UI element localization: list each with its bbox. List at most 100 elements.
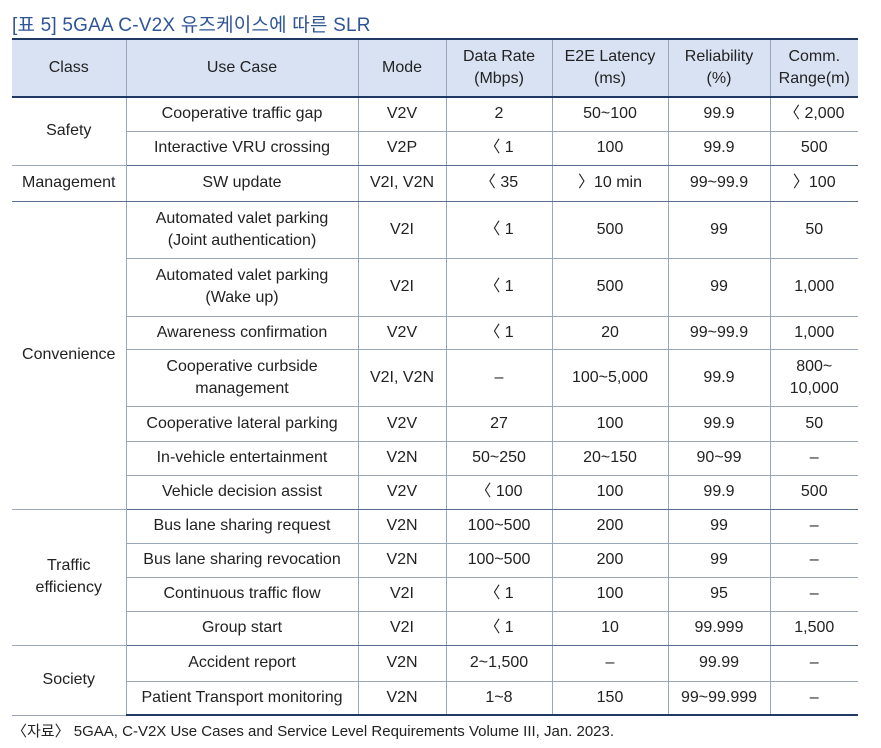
mode-cell: V2I, V2N — [357, 165, 446, 202]
latency-cell: 20~150 — [551, 441, 668, 476]
data-rate-cell: 〈 1 — [445, 201, 552, 259]
header-range: Comm. Range(m) — [769, 38, 858, 98]
mode-cell: V2I — [357, 577, 446, 612]
latency-cell: 150 — [551, 681, 668, 716]
use-case-cell: Patient Transport monitoring — [125, 681, 358, 716]
reliability-cell: 90~99 — [667, 441, 770, 476]
mode-cell: V2V — [357, 406, 446, 442]
data-rate-cell: 2~1,500 — [445, 645, 552, 682]
mode-cell: V2N — [357, 645, 446, 682]
header-data-rate: Data Rate (Mbps) — [445, 38, 552, 98]
mode-cell: V2I — [357, 201, 446, 259]
range-cell: 〉100 — [769, 165, 858, 202]
mode-cell: V2N — [357, 681, 446, 716]
table-row: Cooperative lateral parking V2V 27 100 99.9 5… — [12, 406, 858, 442]
table-row: Continuous traffic flow V2I 〈 1 100 95– — [12, 577, 858, 612]
mode-cell: V2I — [357, 258, 446, 317]
data-rate-cell: – — [445, 349, 552, 407]
range-cell: 1,000 — [769, 258, 858, 317]
latency-cell: 100 — [551, 131, 668, 166]
data-rate-cell: 50~250 — [445, 441, 552, 476]
use-case-cell: Group start — [125, 611, 358, 646]
reliability-cell: 99.9 — [667, 406, 770, 442]
range-cell: – — [769, 577, 858, 612]
range-cell: – — [769, 509, 858, 544]
table-row: Patient Transport monitoring V2N 1~8 150 99~… — [12, 681, 858, 716]
class-cell: Convenience — [12, 201, 126, 510]
range-cell: 50 — [769, 201, 858, 259]
range-cell: 1,500 — [769, 611, 858, 646]
latency-cell: 50~100 — [551, 97, 668, 132]
mode-cell: V2P — [357, 131, 446, 166]
table-body: Safety Cooperative traffic gap V2V 2 50~100 9… — [12, 97, 858, 716]
data-rate-cell: 〈 1 — [445, 258, 552, 317]
mode-cell: V2V — [357, 316, 446, 350]
range-cell: 1,000 — [769, 316, 858, 350]
use-case-cell: Awareness confirmation — [125, 316, 358, 350]
latency-cell: 10 — [551, 611, 668, 646]
data-rate-cell: 〈 35 — [445, 165, 552, 202]
table-row: Traffic efficiency Bus lane sharing reques… — [12, 509, 858, 646]
data-rate-cell: 100~500 — [445, 509, 552, 544]
use-case-cell: Cooperative curbside management — [125, 349, 358, 407]
data-rate-cell: 〈 1 — [445, 131, 552, 166]
mode-cell: V2N — [357, 543, 446, 578]
header-reliability: Reliability (%) — [667, 38, 770, 98]
table-header-row: Class Use Case Mode Data Rate (Mbps) E2E … — [12, 38, 858, 98]
use-case-cell: Continuous traffic flow — [125, 577, 358, 612]
latency-cell: 500 — [551, 201, 668, 259]
latency-cell: 200 — [551, 509, 668, 544]
class-cell: Management — [12, 165, 126, 202]
table-row: Cooperative curbside management V2I, V2N –1… — [12, 349, 858, 407]
range-cell: 800~ 10,000 — [769, 349, 858, 407]
range-cell: 50 — [769, 406, 858, 442]
table-row: Bus lane sharing revocation V2N 100~500 200… — [12, 543, 858, 578]
latency-cell: 〉10 min — [551, 165, 668, 202]
reliability-cell: 99.999 — [667, 611, 770, 646]
mode-cell: V2N — [357, 441, 446, 476]
use-case-cell: Interactive VRU crossing — [125, 131, 358, 166]
reliability-cell: 99.99 — [667, 645, 770, 682]
reliability-cell: 95 — [667, 577, 770, 612]
table-row: Group start V2I 〈 1 10 99.999 1,500 — [12, 611, 858, 646]
use-case-cell: Bus lane sharing request — [125, 509, 358, 544]
reliability-cell: 99.9 — [667, 475, 770, 510]
latency-cell: 100~5,000 — [551, 349, 668, 407]
latency-cell: 200 — [551, 543, 668, 578]
data-rate-cell: 1~8 — [445, 681, 552, 716]
data-rate-cell: 〈 1 — [445, 577, 552, 612]
latency-cell: – — [551, 645, 668, 682]
class-cell: Society — [12, 645, 126, 716]
range-cell: 500 — [769, 475, 858, 510]
use-case-cell: Bus lane sharing revocation — [125, 543, 358, 578]
range-cell: 500 — [769, 131, 858, 166]
reliability-cell: 99~99.999 — [667, 681, 770, 716]
source-note: 〈자료〉 5GAA, C-V2X Use Cases and Service L… — [12, 723, 615, 740]
mode-cell: V2V — [357, 97, 446, 132]
reliability-cell: 99.9 — [667, 97, 770, 132]
reliability-cell: 99 — [667, 509, 770, 544]
table-row: Automated valet parking (Wake up) V2I 〈 1 50… — [12, 258, 858, 317]
header-class: Class — [12, 38, 126, 98]
use-case-cell: SW update — [125, 165, 358, 202]
latency-cell: 100 — [551, 475, 668, 510]
range-cell: – — [769, 645, 858, 682]
latency-cell: 100 — [551, 406, 668, 442]
reliability-cell: 99~99.9 — [667, 165, 770, 202]
use-case-cell: Accident report — [125, 645, 358, 682]
mode-cell: V2V — [357, 475, 446, 510]
reliability-cell: 99.9 — [667, 349, 770, 407]
table-caption: [표 5] 5GAA C-V2X 유즈케이스에 따른 SLR — [12, 15, 371, 36]
data-rate-cell: 〈 1 — [445, 316, 552, 350]
table-row: Convenience Automated valet parking (Joint… — [12, 201, 858, 510]
table-row: Safety Cooperative traffic gap V2V 2 50~100 9… — [12, 97, 858, 166]
data-rate-cell: 〈 100 — [445, 475, 552, 510]
table-row: Society Accident report V2N 2~1,500–99.99– — [12, 645, 858, 716]
mode-cell: V2I — [357, 611, 446, 646]
latency-cell: 500 — [551, 258, 668, 317]
use-case-cell: Cooperative traffic gap — [125, 97, 358, 132]
range-cell: – — [769, 681, 858, 716]
reliability-cell: 99 — [667, 543, 770, 578]
range-cell: – — [769, 543, 858, 578]
table-row: Vehicle decision assist V2V 〈 100 100 99.9 50… — [12, 475, 858, 510]
